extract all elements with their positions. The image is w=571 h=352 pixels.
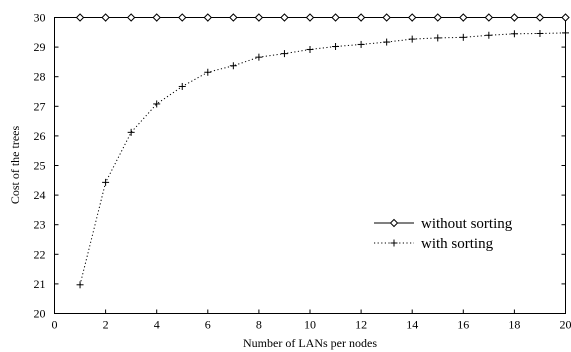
data-point-without-sorting	[229, 13, 238, 22]
data-point-with-sorting	[459, 33, 467, 41]
x-tick-label: 18	[508, 318, 520, 332]
data-point-without-sorting	[382, 13, 391, 22]
series-layer	[75, 13, 570, 289]
y-tick-label: 25	[34, 159, 46, 173]
data-point-with-sorting	[434, 34, 442, 42]
x-tick-label: 20	[560, 318, 571, 332]
y-tick-label: 23	[34, 218, 46, 232]
x-tick-label: 2	[103, 318, 109, 332]
data-point-without-sorting	[178, 13, 187, 22]
data-point-with-sorting	[332, 43, 340, 51]
y-tick-label: 29	[34, 40, 46, 54]
series-without-sorting	[75, 13, 570, 22]
data-point-without-sorting	[126, 13, 136, 22]
series-line-with-sorting	[79, 32, 566, 285]
data-point-with-sorting	[102, 178, 110, 186]
x-tick-label: 0	[52, 318, 58, 332]
data-point-without-sorting	[484, 13, 494, 22]
data-point-without-sorting	[152, 13, 161, 22]
data-point-without-sorting	[254, 13, 264, 22]
data-point-with-sorting	[485, 31, 493, 39]
y-tick-label: 26	[34, 129, 46, 143]
data-point-with-sorting	[306, 45, 314, 53]
data-point-with-sorting	[229, 62, 237, 70]
data-point-with-sorting	[357, 40, 365, 48]
data-point-with-sorting	[383, 38, 391, 46]
data-point-with-sorting	[127, 128, 135, 136]
y-tick-label: 28	[34, 70, 46, 84]
legend: without sorting with sorting	[374, 216, 513, 252]
data-point-without-sorting	[305, 13, 315, 22]
y-tick-label: 22	[34, 247, 46, 261]
data-point-with-sorting	[204, 68, 212, 76]
x-tick-label: 4	[154, 318, 160, 332]
legend-marker-with-sorting	[390, 239, 398, 247]
data-point-with-sorting	[280, 50, 288, 58]
legend-label-without-sorting: without sorting	[421, 216, 513, 232]
data-point-without-sorting	[561, 13, 570, 22]
data-point-without-sorting	[356, 13, 366, 22]
y-tick-label: 30	[34, 11, 46, 25]
data-point-with-sorting	[255, 53, 263, 61]
data-point-without-sorting	[331, 13, 340, 22]
data-point-with-sorting	[178, 82, 186, 90]
data-point-without-sorting	[280, 13, 289, 22]
data-point-without-sorting	[510, 13, 519, 22]
data-point-with-sorting	[562, 29, 569, 37]
x-tick-label: 8	[256, 318, 262, 332]
y-tick-label: 21	[34, 277, 46, 291]
y-tick-label: 24	[34, 188, 46, 202]
data-point-without-sorting	[535, 13, 545, 22]
data-point-with-sorting	[153, 100, 161, 108]
data-point-with-sorting	[408, 35, 416, 43]
series-with-sorting	[76, 29, 569, 289]
y-axis-title: Cost of the trees	[8, 126, 22, 205]
x-tick-label: 16	[457, 318, 469, 332]
x-tick-label: 10	[304, 318, 316, 332]
data-point-without-sorting	[101, 13, 110, 22]
data-point-without-sorting	[459, 13, 468, 22]
data-point-without-sorting	[203, 13, 213, 22]
data-point-with-sorting	[510, 30, 518, 38]
data-point-without-sorting	[407, 13, 417, 22]
data-point-without-sorting	[433, 13, 442, 22]
x-tick-label: 12	[355, 318, 367, 332]
x-tick-label: 14	[406, 318, 418, 332]
data-point-without-sorting	[75, 13, 85, 22]
x-axis-title: Number of LANs per nodes	[243, 336, 377, 350]
plot-frame	[54, 17, 566, 314]
y-tick-label: 20	[34, 307, 46, 321]
legend-label-with-sorting: with sorting	[421, 236, 494, 252]
y-tick-label: 27	[34, 99, 46, 113]
x-tick-label: 6	[205, 318, 211, 332]
data-point-with-sorting	[536, 29, 544, 37]
legend-marker-without-sorting	[389, 218, 399, 228]
data-point-with-sorting	[76, 281, 84, 289]
